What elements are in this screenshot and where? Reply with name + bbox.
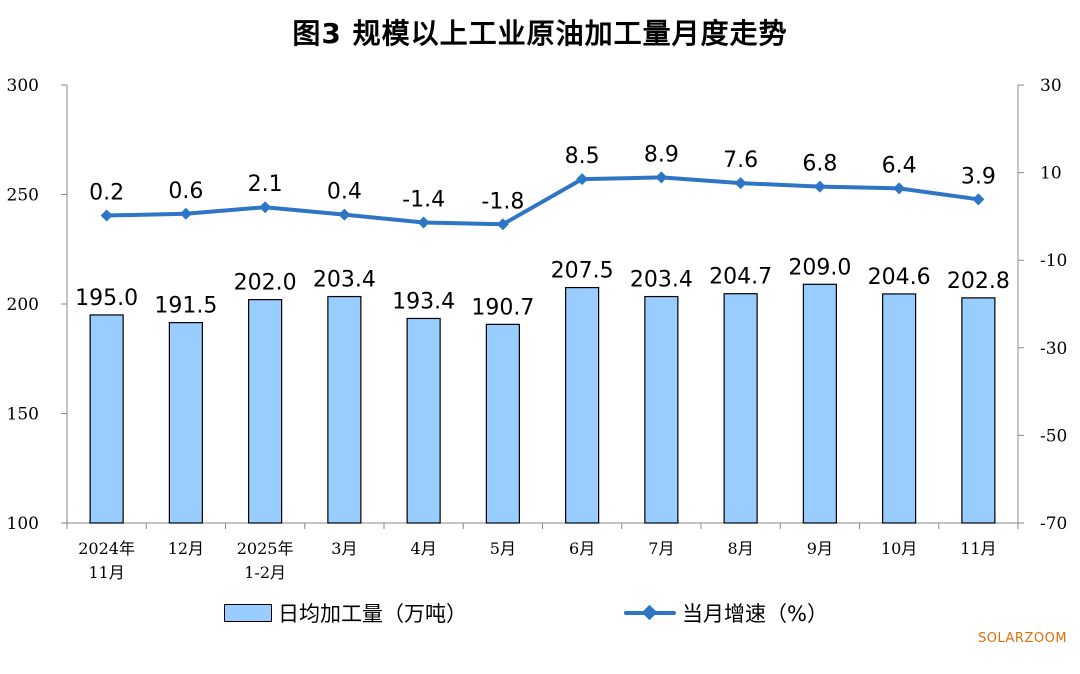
legend-line-label: 当月增速（%） [682,602,828,626]
y-left-tick-label: 100 [7,514,39,534]
bar-data-label: 193.4 [392,289,455,314]
bar [406,317,441,524]
line-point-marker [813,180,826,193]
line-data-label: 6.4 [882,153,917,178]
bar-data-label: 204.6 [868,265,931,290]
line-data-label: -1.4 [402,188,445,213]
y-right-tick-label: -50 [1040,426,1067,446]
bar-data-label: 195.0 [75,286,138,311]
bar-data-label: 203.4 [313,268,376,293]
bars-group [89,283,996,524]
data-labels-group: 195.0 191.5 202.0 203.4 193.4 190.7 207.5 203.4… [75,142,1010,320]
bar [882,293,917,524]
line-data-label: 2.1 [248,172,283,197]
x-category-label: 3月 [331,539,357,558]
y-right-tick-label: -30 [1040,339,1067,359]
line-data-label: 7.6 [723,148,758,173]
line-data-label: 6.8 [802,152,837,177]
y-right-tick-label: -10 [1040,251,1067,271]
legend: 日均加工量（万吨） 当月增速（%） [0,598,1080,628]
bar [89,314,124,524]
bar-data-label: 202.0 [234,271,297,296]
x-category-label: 10月 [881,539,917,558]
line-point-marker [179,207,192,220]
line-data-label: 0.4 [327,180,362,205]
bar [723,293,758,524]
legend-item-bar: 日均加工量（万吨） [224,598,467,628]
bar [485,323,520,524]
bar-data-label: 190.7 [471,295,534,320]
legend-bar-label: 日均加工量（万吨） [278,602,467,626]
bar [327,295,362,524]
x-category-label: 1-2月 [244,563,286,582]
bar [565,286,600,524]
x-category-label: 9月 [807,539,833,558]
x-category-label: 4月 [411,539,437,558]
bar-data-label: 203.4 [630,268,693,293]
y-left-tick-label: 150 [7,405,39,425]
line-point-marker [655,171,668,184]
line-data-label: -1.8 [481,189,524,214]
bar [248,299,283,524]
bar-data-label: 207.5 [551,259,614,284]
x-category-label: 6月 [569,539,595,558]
line-series-group [100,171,985,231]
x-category-label: 11月 [960,539,996,558]
line-point-marker [338,208,351,221]
line-data-label: 8.5 [565,144,600,169]
bar [802,283,837,524]
line-data-label: 0.6 [168,179,203,204]
chart-title: 图3 规模以上工业原油加工量月度走势 [292,17,788,50]
line-data-label: 3.9 [961,164,996,189]
axes-group: 100 150 200 250 300 -70 -50 -30 -10 10 30 2024年 11月 1… [7,76,1068,582]
x-category-label: 11月 [88,563,124,582]
bar [168,322,203,524]
x-category-label: 5月 [490,539,516,558]
line-data-label: 0.2 [89,181,124,206]
bar-data-label: 191.5 [154,294,217,319]
line-data-label: 8.9 [644,142,679,167]
bar-data-label: 209.0 [788,255,851,280]
line-point-marker [972,193,985,206]
y-left-tick-label: 300 [7,76,39,96]
legend-bar-swatch [224,604,272,622]
x-category-label: 7月 [648,539,674,558]
x-category-label: 2024年 [78,539,135,558]
bar [961,297,996,524]
x-category-label: 12月 [168,539,204,558]
legend-line-swatch [624,603,676,623]
line-point-marker [576,173,589,186]
watermark: SOLARZOOM [978,631,1068,646]
x-category-label: 8月 [728,539,754,558]
line-point-marker [496,218,509,231]
bar-data-label: 204.7 [709,265,772,290]
x-category-label: 2025年 [237,539,294,558]
line-point-marker [417,216,430,229]
line-point-marker [100,209,113,222]
bar-data-label: 202.8 [947,269,1010,294]
y-right-tick-label: -70 [1040,514,1067,534]
line-point-marker [259,201,272,214]
y-right-tick-label: 10 [1040,164,1062,184]
line-point-marker [893,182,906,195]
bar [644,295,679,524]
y-right-tick-label: 30 [1040,76,1062,96]
growth-line [106,175,979,227]
line-point-marker [734,177,747,190]
legend-item-line: 当月增速（%） [624,598,828,628]
y-left-tick-label: 250 [7,186,39,206]
y-left-tick-label: 200 [7,295,39,315]
